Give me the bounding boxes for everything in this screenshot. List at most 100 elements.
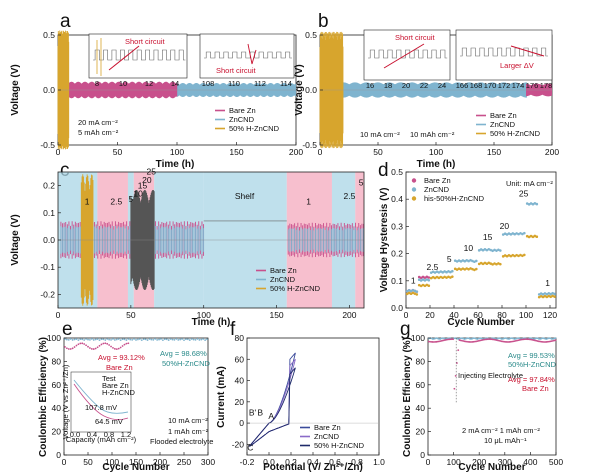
- ce-point-barezn: [113, 347, 116, 350]
- panel-d: d 1 2.5 5 10 15 20 25 1 Cycle Number Voltage Hy…: [378, 160, 557, 328]
- x-tick-label: -0.2: [240, 457, 255, 467]
- inset-a1-trace: [93, 49, 186, 61]
- current-density-label-a: 20 mA cm⁻²: [78, 118, 118, 127]
- ce-point-barezn-g: [523, 338, 526, 341]
- ce-point-hzncnd: [87, 338, 89, 341]
- x-axis-label-d: Cycle Number: [447, 317, 514, 328]
- legend-swatch: [411, 196, 417, 201]
- legend-label: ZnCND: [229, 115, 255, 124]
- flooded-label-e: Flooded electrolyte: [150, 437, 213, 446]
- bare-zn-label-e: Bare Zn: [106, 363, 133, 372]
- current-label-e: 10 mA cm⁻²: [168, 416, 208, 425]
- x-tick-label: 0: [426, 457, 431, 467]
- x-tick-label: 80: [497, 310, 507, 320]
- inset-a1-tick: 12: [145, 79, 153, 88]
- hysteresis-point: [523, 231, 526, 235]
- inset-e-ylabel: Voltage (V vs Zn²⁺/Zn): [61, 364, 70, 439]
- inset-e-curve1: [73, 379, 129, 414]
- ce-point-barezn-g: [456, 362, 458, 364]
- y-axis-label-c: Voltage (V): [10, 214, 21, 265]
- ce-point-hzncnd: [69, 338, 72, 340]
- inset-b1-tick: 16: [366, 81, 374, 90]
- x-tick-label: 0.4: [307, 457, 319, 467]
- cv-curve: [248, 358, 296, 447]
- y-tick-label: 0.2: [43, 181, 55, 191]
- ce-point-hzncnd: [71, 339, 74, 341]
- legend-label: Bare Zn: [229, 106, 256, 115]
- ce-point-hzncnd: [204, 339, 207, 341]
- legend-label: ZnCND: [314, 432, 340, 441]
- legend-label: 50% H-ZnCND: [490, 129, 541, 138]
- ce-point-hzncnd: [167, 339, 170, 341]
- ce-point-barezn-g: [450, 338, 453, 341]
- y-axis-label-b: Voltage (V): [294, 64, 305, 115]
- ce-point-barezn: [71, 347, 74, 350]
- hysteresis-point: [427, 278, 431, 282]
- x-tick-label: 0: [56, 147, 61, 157]
- y-tick-label: 0: [239, 418, 244, 428]
- cv-curve: [248, 367, 296, 447]
- y-tick-label: 0.4: [391, 194, 403, 204]
- x-tick-label: 100: [447, 457, 461, 467]
- inset-e-label: 64.5 mV: [95, 417, 123, 426]
- x-tick-label: 50: [113, 147, 123, 157]
- rate-label-c: 25: [147, 167, 157, 177]
- inset-a2-tick: 110: [228, 79, 240, 88]
- ce-point-barezn: [69, 348, 72, 350]
- hysteresis-point: [427, 284, 431, 287]
- inset-a2-tick: 112: [254, 79, 266, 88]
- ce-point-hzncnd: [115, 338, 118, 341]
- ce-point-hzncnd: [202, 338, 205, 340]
- rate-label-d: 2.5: [426, 262, 438, 272]
- inset-b1-arrow: [383, 43, 425, 69]
- ce-point-hzncnd-g: [459, 337, 462, 340]
- cv-point-label: A: [268, 411, 274, 421]
- ce-point-hzncnd: [125, 339, 128, 341]
- y-tick-label: 40: [416, 403, 426, 413]
- ce-point-hzncnd: [129, 338, 132, 341]
- rate-label-c: 20: [142, 175, 152, 185]
- ce-point-hzncnd: [137, 338, 139, 341]
- ce-point-hzncnd-g: [431, 338, 434, 340]
- panel-e: e Cycle Number Coulombic Efficiency (%) …: [38, 319, 215, 473]
- ce-point-barezn-g: [453, 387, 456, 390]
- y-tick-label: 60: [52, 380, 62, 390]
- ce-point-barezn-g: [525, 338, 527, 341]
- inset-b2-tick: 172: [498, 81, 511, 90]
- inset-e-tick: 0.4: [87, 430, 97, 439]
- hysteresis-point: [553, 295, 556, 298]
- ce-point-barezn-g: [554, 339, 557, 342]
- y-tick-label: 80: [416, 356, 426, 366]
- inset-e-tick: 1.2: [121, 430, 131, 439]
- inset-b2-tick: 174: [512, 81, 525, 90]
- x-tick-label: 200: [545, 147, 559, 157]
- ce-point-hzncnd: [133, 338, 135, 340]
- rate-label-c: 15: [138, 180, 148, 190]
- x-axis-label-b: Time (h): [417, 159, 456, 170]
- ce-point-hzncnd: [127, 338, 130, 340]
- ce-point-barezn: [106, 342, 109, 345]
- rate-label-c: 1: [306, 197, 311, 207]
- ce-point-hzncnd: [73, 338, 76, 341]
- rate-label-d: 10: [464, 243, 474, 253]
- ce-point-barezn: [119, 346, 122, 349]
- x-tick-label: 100: [105, 457, 119, 467]
- y-tick-label: -0.2: [40, 289, 55, 299]
- y-tick-label: 100: [47, 333, 61, 343]
- legend-label: 50% H-ZnCND: [229, 124, 280, 133]
- ce-point-hzncnd: [177, 339, 180, 341]
- rate-label-d: 15: [483, 232, 493, 242]
- rate-label-c: 2.5: [110, 197, 122, 207]
- hysteresis-point: [415, 290, 419, 293]
- ce-point-hzncnd: [142, 338, 145, 341]
- unit-label-d: Unit: mA cm⁻²: [506, 179, 553, 188]
- ce-point-hzncnd: [138, 338, 141, 340]
- ce-point-hzncnd: [171, 338, 174, 341]
- panel-letter-f: f: [230, 319, 236, 340]
- ce-point-hzncnd: [158, 338, 160, 341]
- ce-point-hzncnd: [198, 339, 201, 341]
- legend-label: 50% H-ZnCND: [314, 441, 365, 450]
- ce-point-hzncnd: [65, 338, 68, 341]
- ce-point-hzncnd: [150, 338, 153, 341]
- rate-label-c: 2.5: [344, 191, 356, 201]
